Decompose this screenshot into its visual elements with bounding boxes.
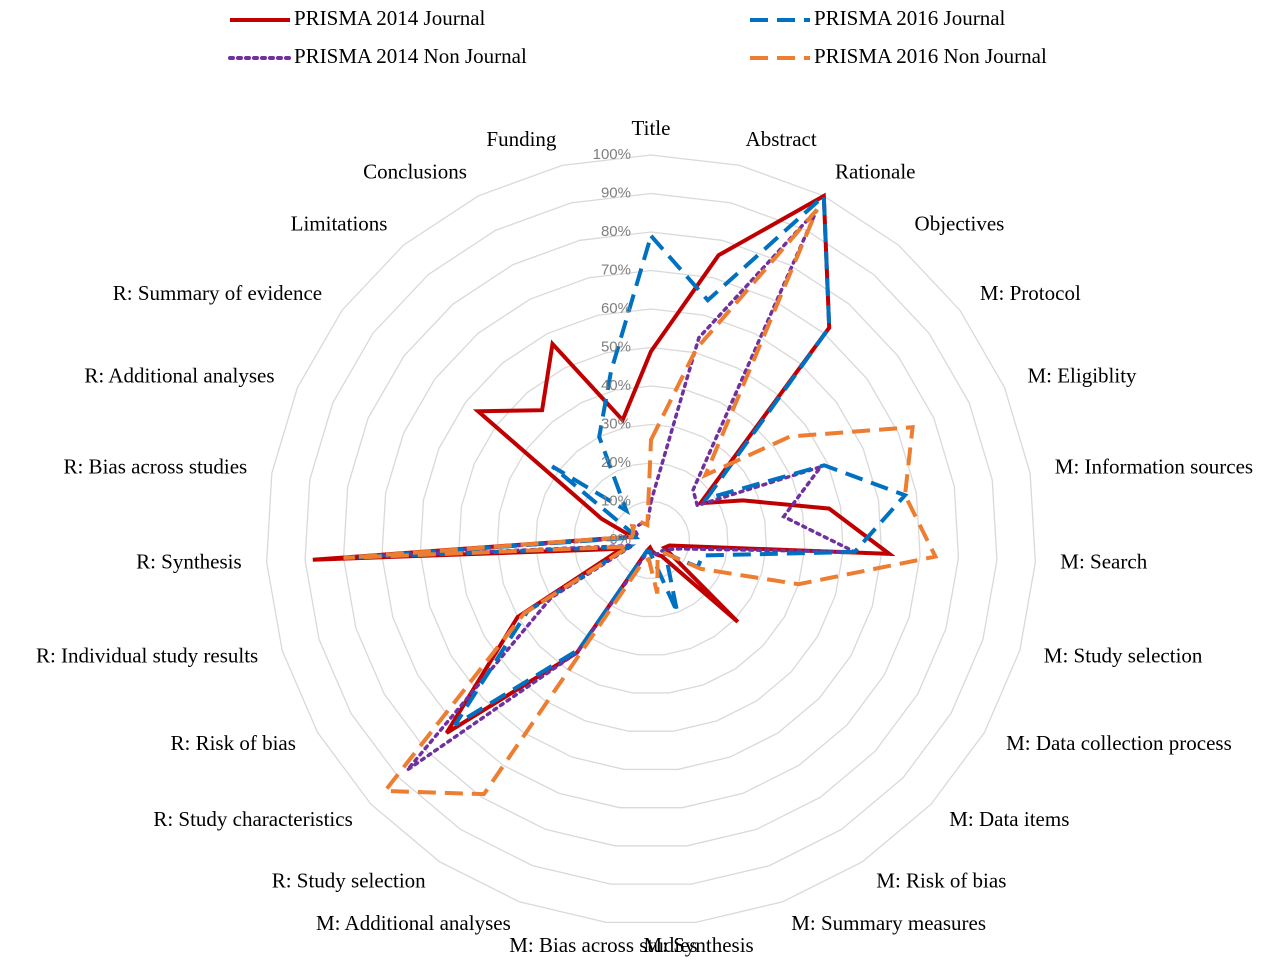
grid-ring bbox=[496, 385, 806, 694]
category-label: M: Search bbox=[1060, 550, 1147, 574]
tick-label: 30% bbox=[601, 415, 631, 432]
category-label: Conclusions bbox=[363, 159, 467, 183]
grid-ring bbox=[611, 500, 691, 579]
category-label: R: Synthesis bbox=[136, 550, 242, 574]
series-line bbox=[343, 208, 939, 797]
category-label: M: Data collection process bbox=[1006, 731, 1232, 755]
category-label: M: Additional analyses bbox=[316, 911, 511, 935]
grid-ring bbox=[265, 154, 1037, 924]
tick-label: 70% bbox=[601, 261, 631, 278]
category-label: Objectives bbox=[915, 212, 1005, 236]
series-line bbox=[362, 208, 856, 772]
category-label: R: Study characteristics bbox=[153, 807, 352, 831]
series-line bbox=[343, 191, 909, 727]
category-label: R: Study selection bbox=[272, 868, 426, 892]
tick-label: 80% bbox=[601, 223, 631, 240]
category-label: M: Study selection bbox=[1044, 643, 1203, 667]
legend-item: PRISMA 2016 Non Journal bbox=[750, 44, 1047, 68]
category-label: Title bbox=[632, 116, 671, 140]
category-label: R: Bias across studies bbox=[63, 455, 247, 479]
tick-label: 10% bbox=[601, 492, 631, 509]
tick-label: 0% bbox=[609, 531, 631, 548]
category-label: M: Risk of bias bbox=[876, 868, 1006, 892]
legend-label: PRISMA 2014 Journal bbox=[294, 6, 486, 30]
category-label: R: Individual study results bbox=[36, 643, 258, 667]
grid-ring bbox=[419, 308, 883, 771]
category-label: Limitations bbox=[291, 212, 388, 236]
grid-ring bbox=[458, 346, 844, 732]
tick-label: 50% bbox=[601, 338, 631, 355]
tick-label: 60% bbox=[601, 300, 631, 317]
category-label: M: Protocol bbox=[980, 281, 1081, 305]
grid-ring bbox=[342, 231, 960, 847]
legend-label: PRISMA 2016 Journal bbox=[814, 6, 1006, 30]
category-label: M: Data items bbox=[949, 807, 1069, 831]
grid-ring bbox=[535, 423, 767, 656]
legend-label: PRISMA 2016 Non Journal bbox=[814, 44, 1047, 68]
series-line bbox=[312, 192, 896, 735]
tick-label: 90% bbox=[601, 184, 631, 201]
category-label: R: Summary of evidence bbox=[113, 281, 322, 305]
category-label: M: Summary measures bbox=[791, 911, 986, 935]
category-label: Abstract bbox=[746, 127, 817, 151]
category-label: M: Bias across studies bbox=[509, 933, 697, 957]
tick-label: 40% bbox=[601, 377, 631, 394]
legend-item: PRISMA 2014 Non Journal bbox=[228, 44, 527, 68]
grid-ring bbox=[381, 269, 921, 809]
category-label: M: Information sources bbox=[1055, 455, 1253, 479]
category-label: M: Synthesis bbox=[643, 933, 753, 957]
category-label: Rationale bbox=[835, 159, 915, 183]
category-label: R: Risk of bias bbox=[170, 731, 295, 755]
tick-label: 100% bbox=[593, 146, 631, 163]
category-label: Funding bbox=[486, 127, 557, 151]
category-label: M: Eligiblity bbox=[1027, 363, 1137, 387]
tick-label: 20% bbox=[601, 454, 631, 471]
grid-ring bbox=[304, 192, 998, 885]
legend-item: PRISMA 2016 Journal bbox=[750, 6, 1006, 30]
legend-label: PRISMA 2014 Non Journal bbox=[294, 44, 527, 68]
category-label: R: Additional analyses bbox=[84, 363, 274, 387]
legend-item: PRISMA 2014 Journal bbox=[230, 6, 486, 30]
